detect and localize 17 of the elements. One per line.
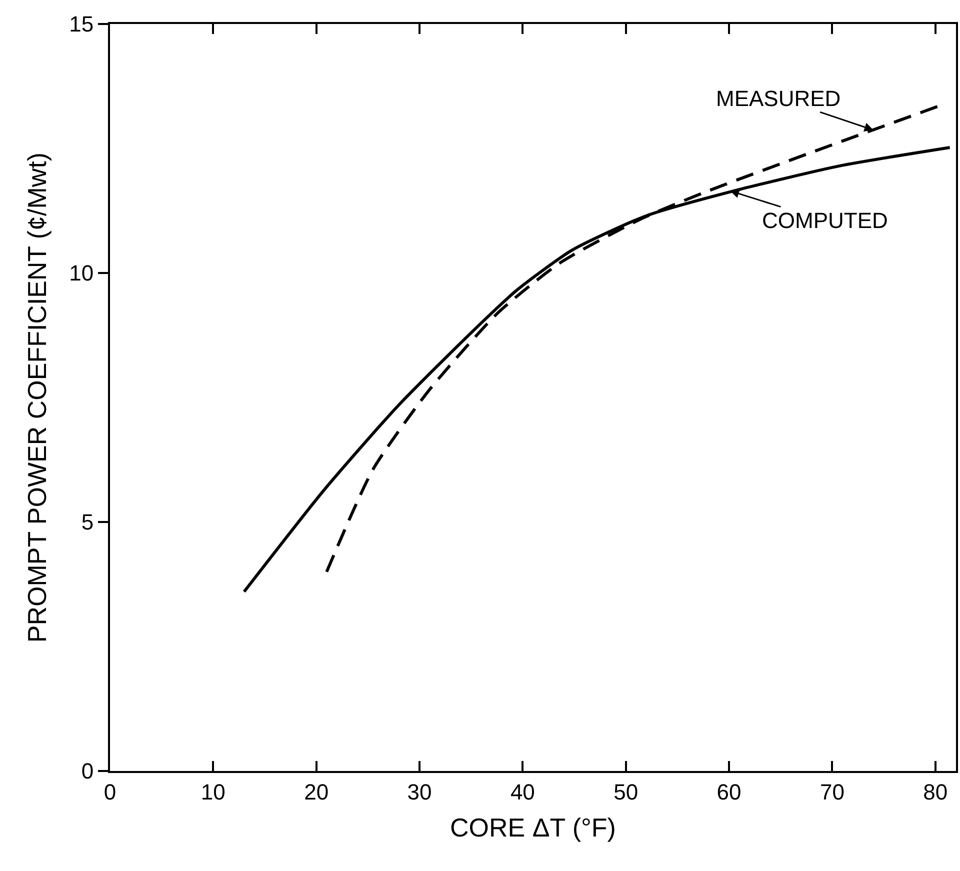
x-axis-title: CORE ΔT (°F) [450,812,616,843]
x-tick-label: 30 [407,779,432,804]
x-tick-label: 20 [304,779,329,804]
y-tick-label: 5 [81,510,94,535]
x-tick-label: 10 [200,779,226,804]
x-tick-label: 70 [820,779,844,804]
y-axis-title: PROMPT POWER COEFFICIENT (¢/Mwt) [22,152,52,643]
x-tick-label: 60 [716,779,742,804]
x-tick-label: 40 [510,779,535,804]
y-tick-label: 10 [69,260,94,286]
x-tick-label: 80 [923,779,948,804]
annotation: COMPUTED [762,208,888,233]
y-tick-label: 0 [81,758,94,784]
x-tick-label: 0 [104,779,116,804]
annotation: MEASURED [716,86,841,111]
x-tick-label: 50 [614,779,638,804]
y-tick-label: 15 [69,12,94,37]
